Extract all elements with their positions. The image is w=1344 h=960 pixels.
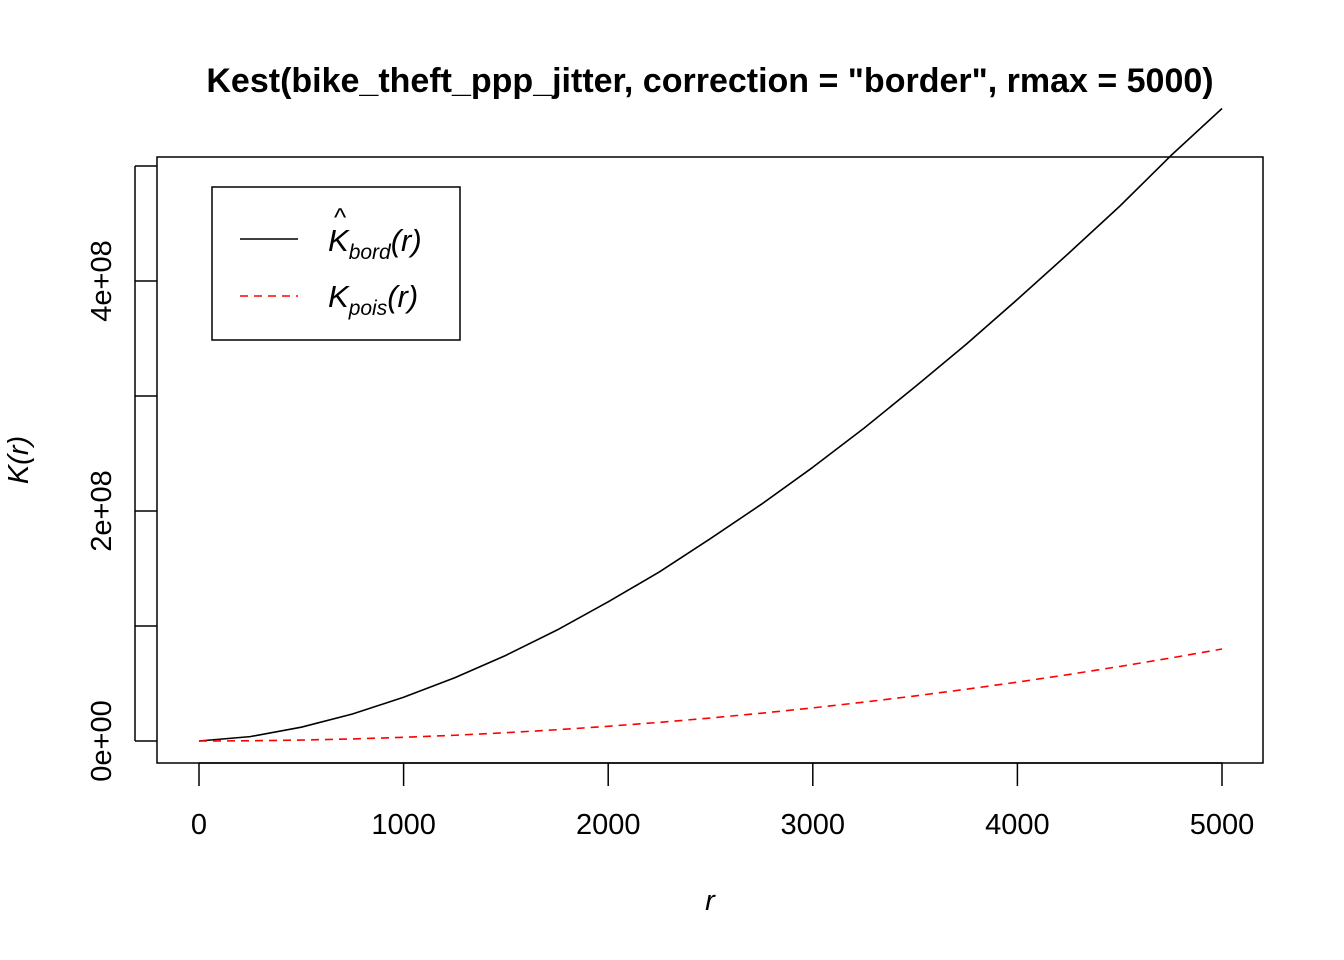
series-line-bord <box>198 107 1223 742</box>
x-tick-label: 4000 <box>985 809 1050 841</box>
y-tick-label: 0e+00 <box>86 700 118 781</box>
y-tick-label: 4e+08 <box>86 240 118 321</box>
y-tick-label: 2e+08 <box>86 470 118 551</box>
legend-entry-pois: Kpois(r) <box>328 279 418 320</box>
x-tick-label: 5000 <box>1190 809 1255 841</box>
x-tick-label: 1000 <box>371 809 436 841</box>
legend-entry-bord-sub: bord <box>349 241 392 264</box>
x-tick-label: 2000 <box>576 809 641 841</box>
x-axis: 0 1000 2000 3000 4000 5000 <box>191 762 1255 841</box>
x-tick-label: 3000 <box>781 809 846 841</box>
chart-title: Kest(bike_theft_ppp_jitter, correction =… <box>206 62 1213 100</box>
y-axis-label: K(r) <box>3 436 35 484</box>
series-layer <box>198 107 1223 742</box>
legend: Kbord(r) ^ Kpois(r) <box>211 186 461 341</box>
legend-entry-bord-suffix: (r) <box>391 223 422 258</box>
legend-entry-bord-hat: ^ <box>334 202 347 232</box>
legend-entry-bord-main: K <box>328 223 350 258</box>
legend-entry-pois-main: K <box>328 279 350 314</box>
y-axis: 0e+00 2e+08 4e+08 <box>86 165 157 782</box>
legend-entry-pois-sub: pois <box>348 297 388 320</box>
legend-box <box>211 186 461 341</box>
series-line-pois <box>198 648 1223 742</box>
x-axis-label: r <box>705 885 716 917</box>
legend-entry-bord: Kbord(r) <box>328 223 422 264</box>
x-tick-label: 0 <box>191 809 207 841</box>
legend-entry-pois-suffix: (r) <box>387 279 418 314</box>
